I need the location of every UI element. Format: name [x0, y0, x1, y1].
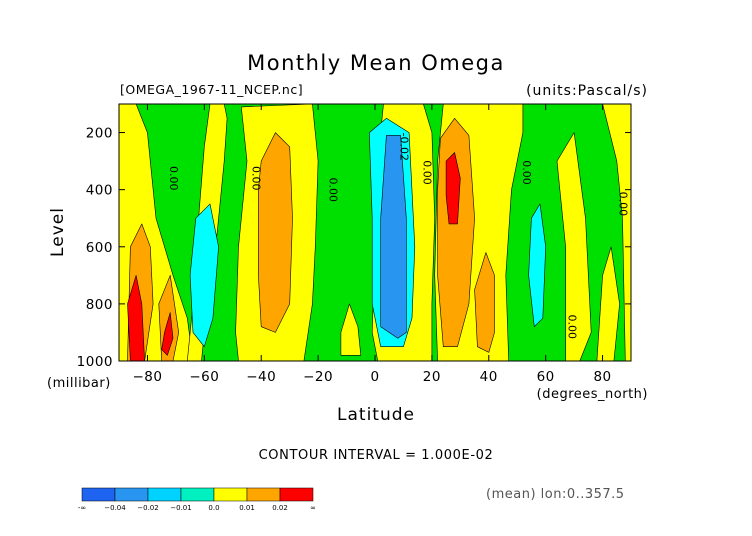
contour-region-cyan-17 — [528, 203, 547, 328]
legend-swatch-2 — [147, 487, 182, 502]
x-tick-label-0: −80 — [132, 369, 162, 385]
contour-region-yellow-8 — [596, 246, 620, 362]
contour-region-red-19 — [127, 274, 145, 362]
x-tick-label-2: −40 — [246, 369, 276, 385]
file-label: [OMEGA_1967-11_NCEP.nc] — [120, 82, 303, 97]
color-legend: -∞ −0.04 −0.02 −0.01 0.0 0.01 0.02 ∞ — [78, 487, 316, 512]
contour-region-red-20 — [161, 312, 174, 356]
contour-label-1: 0.00 — [250, 166, 263, 191]
y-tick-label-2: 600 — [86, 240, 113, 256]
y-tick-label-3: 800 — [86, 297, 113, 313]
y-axis-ticks: 200 400 600 800 1000 — [77, 126, 631, 370]
contour-region-blue-18 — [380, 135, 407, 339]
x-axis-label: Latitude — [337, 405, 415, 425]
contour-labels: 0.00 0.00 0.00 -0.02 0.00 0.00 0.00 0.00 — [167, 133, 629, 339]
contour-region-yellow-7 — [556, 132, 592, 362]
legend-swatch-5 — [246, 487, 281, 502]
legend-label-0: -∞ — [78, 504, 86, 512]
contour-label-6: 0.00 — [565, 314, 578, 339]
legend-swatch-1 — [114, 487, 149, 502]
legend-swatch-4 — [213, 487, 248, 502]
x-axis-ticks: −80 −60 −40 −20 0 20 40 60 80 — [132, 104, 611, 385]
contour-region-cyan-15 — [189, 203, 219, 348]
legend-swatch-3 — [180, 487, 215, 502]
y-axis-unit: (millibar) — [47, 376, 111, 391]
contour-label-5: 0.00 — [520, 160, 533, 185]
legend-label-5: 0.01 — [239, 504, 255, 512]
legend-label-6: 0.02 — [272, 504, 288, 512]
legend-label-2: −0.02 — [137, 504, 158, 512]
legend-swatch-6 — [279, 487, 314, 502]
x-tick-label-8: 80 — [593, 369, 611, 385]
y-axis-label: Level — [48, 207, 68, 257]
contour-label-7: 0.00 — [617, 192, 630, 217]
contour-label-3: -0.02 — [398, 133, 411, 161]
mean-longitude-note: (mean) lon:0..357.5 — [486, 487, 625, 502]
chart-title: Monthly Mean Omega — [247, 51, 505, 75]
contour-region-orange-12 — [258, 132, 293, 333]
x-tick-label-1: −60 — [189, 369, 219, 385]
x-tick-label-5: 20 — [423, 369, 441, 385]
contour-label-0: 0.00 — [167, 166, 180, 191]
legend-label-7: ∞ — [310, 504, 316, 512]
y-tick-label-1: 400 — [86, 183, 113, 199]
y-tick-label-4: 1000 — [77, 354, 113, 370]
legend-label-4: 0.0 — [208, 504, 219, 512]
contour-label-2: 0.00 — [327, 177, 340, 202]
contour-region-orange-14 — [474, 252, 495, 353]
contour-fill-layer — [118, 103, 632, 362]
contour-interval-text: CONTOUR INTERVAL = 1.000E-02 — [259, 448, 494, 463]
contour-label-4: 0.00 — [420, 160, 433, 185]
x-tick-label-7: 60 — [537, 369, 555, 385]
contour-region-red-21 — [445, 152, 461, 225]
units-label: (units:Pascal/s) — [526, 83, 648, 99]
contour-region-yellow-4 — [340, 303, 362, 356]
legend-label-1: −0.04 — [104, 504, 126, 512]
x-tick-label-6: 40 — [480, 369, 498, 385]
x-axis-unit: (degrees_north) — [537, 387, 648, 402]
legend-label-3: −0.01 — [170, 504, 191, 512]
x-tick-label-3: −20 — [303, 369, 333, 385]
legend-swatch-0 — [81, 487, 116, 502]
y-tick-label-0: 200 — [86, 126, 113, 142]
x-tick-label-4: 0 — [370, 369, 379, 385]
